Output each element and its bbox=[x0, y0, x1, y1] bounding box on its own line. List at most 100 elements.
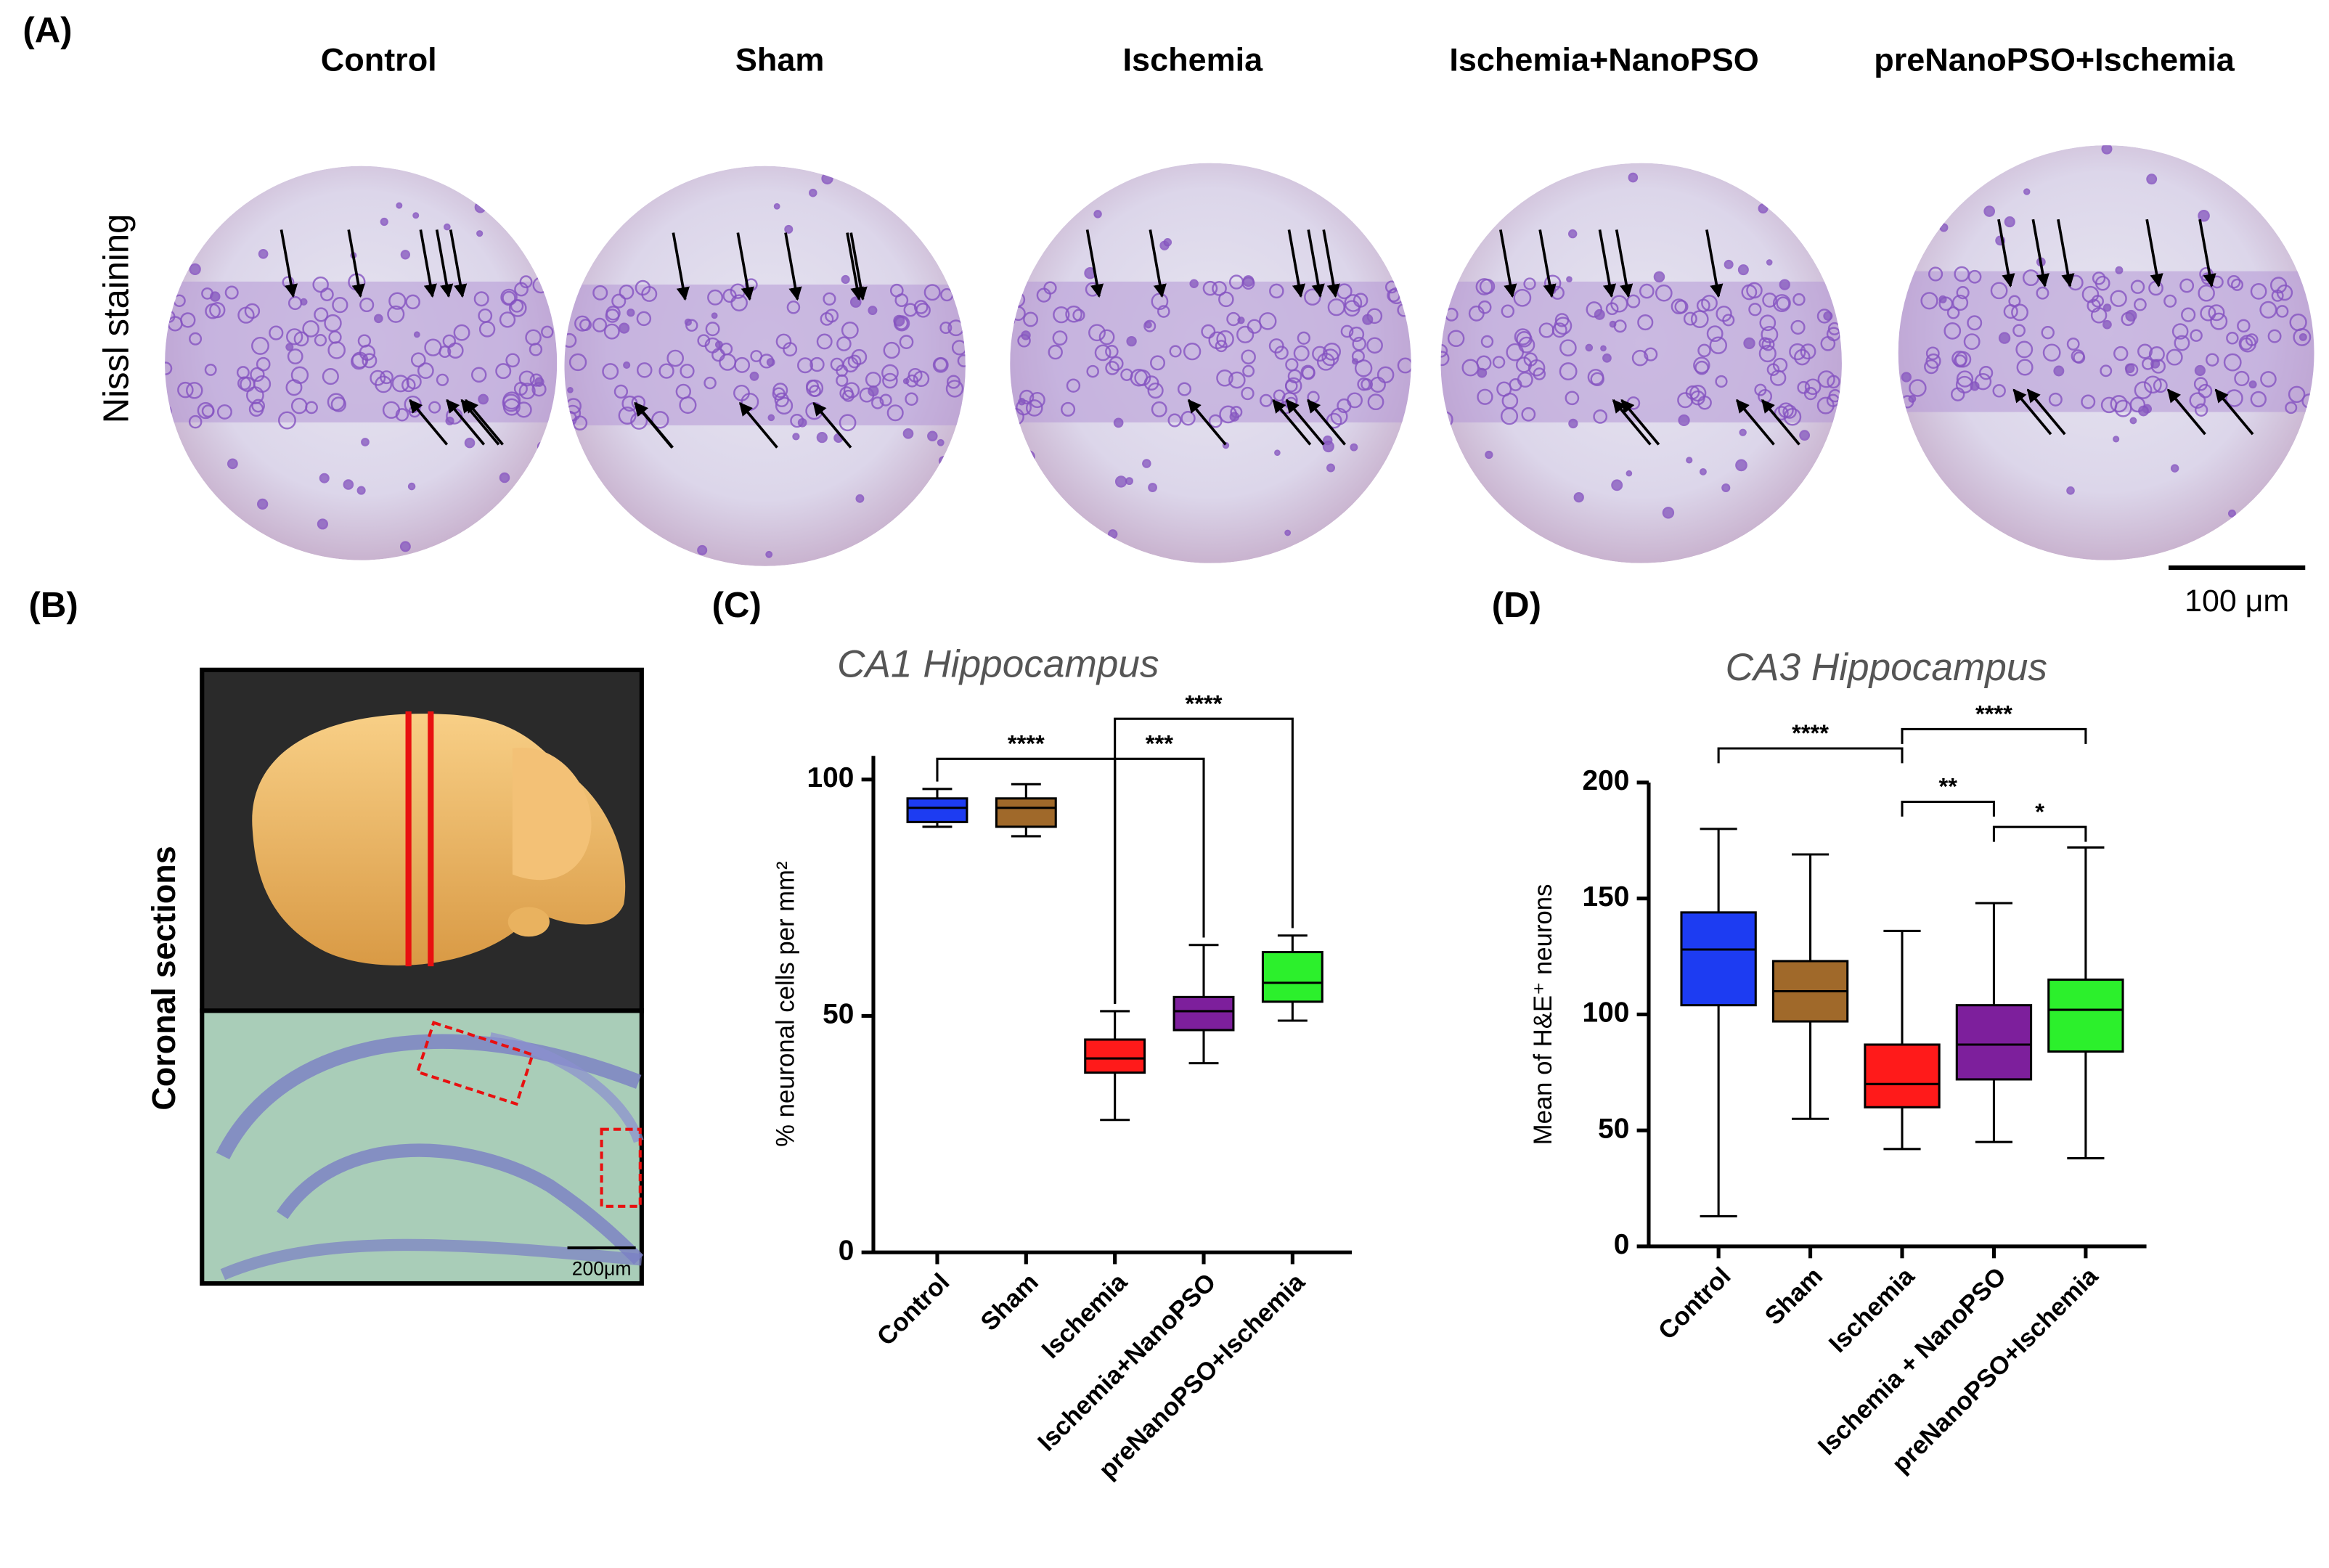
scale-label: 200μm bbox=[572, 1258, 632, 1280]
cell bbox=[519, 275, 533, 289]
cell bbox=[2143, 375, 2162, 394]
cell bbox=[1293, 345, 1310, 362]
x-tick-label: Ischemia bbox=[1037, 1268, 1133, 1364]
cell bbox=[1150, 355, 1166, 371]
cell bbox=[871, 396, 884, 409]
cell bbox=[1928, 266, 1943, 282]
cell bbox=[705, 322, 720, 337]
cell bbox=[951, 340, 966, 356]
cell bbox=[809, 356, 825, 372]
cell bbox=[439, 346, 452, 359]
cell bbox=[1929, 160, 1938, 168]
cell bbox=[517, 500, 525, 508]
arrow bbox=[446, 399, 486, 446]
arrow bbox=[1149, 229, 1167, 298]
cell-band bbox=[1440, 281, 1842, 422]
arrow bbox=[449, 229, 468, 298]
cell bbox=[842, 356, 859, 373]
cell bbox=[1258, 312, 1277, 330]
cell bbox=[1790, 319, 1806, 335]
cell bbox=[1130, 369, 1149, 387]
cell bbox=[1010, 317, 1016, 326]
cell bbox=[2101, 145, 2113, 155]
y-tick-label: 50 bbox=[1598, 1113, 1629, 1144]
arrow bbox=[1085, 229, 1104, 298]
cell bbox=[1804, 378, 1822, 396]
cell bbox=[2042, 343, 2061, 362]
cell bbox=[189, 332, 203, 346]
y-axis-label: % neuronal cells per mm² bbox=[772, 861, 799, 1146]
x-tick-label: Sham bbox=[1760, 1262, 1828, 1331]
cell bbox=[1699, 467, 1707, 475]
box bbox=[995, 797, 1057, 828]
significance-bracket bbox=[1992, 825, 2087, 842]
cell bbox=[1242, 364, 1255, 377]
cell bbox=[765, 550, 773, 558]
arrow bbox=[736, 232, 754, 301]
arrow bbox=[1735, 399, 1775, 446]
cell bbox=[1259, 393, 1273, 407]
cell bbox=[954, 244, 961, 250]
cell bbox=[1501, 304, 1515, 318]
cell bbox=[2170, 464, 2179, 473]
cell bbox=[564, 177, 573, 188]
cell bbox=[2146, 173, 2158, 185]
cell bbox=[1799, 430, 1811, 441]
panel-label: (C) bbox=[712, 586, 762, 625]
micrograph-content bbox=[165, 166, 558, 560]
cell bbox=[2015, 340, 2034, 359]
cell bbox=[568, 353, 587, 372]
cell bbox=[1938, 295, 1947, 303]
cell bbox=[1772, 357, 1788, 373]
cell bbox=[407, 482, 416, 491]
cell bbox=[1151, 401, 1167, 417]
cell bbox=[388, 292, 407, 310]
arrow bbox=[435, 229, 454, 298]
cell bbox=[2134, 381, 2153, 399]
cell bbox=[714, 340, 723, 349]
cell bbox=[1316, 352, 1335, 371]
cell bbox=[1800, 166, 1812, 178]
cell bbox=[547, 285, 558, 300]
arrow bbox=[738, 401, 778, 449]
box bbox=[1261, 950, 1323, 1003]
cell bbox=[1183, 343, 1202, 361]
cell bbox=[2081, 285, 2100, 303]
cell bbox=[905, 392, 918, 406]
arrow bbox=[2026, 388, 2066, 436]
cell bbox=[1361, 378, 1374, 391]
cell bbox=[847, 354, 862, 369]
cell bbox=[1921, 151, 1930, 160]
cell bbox=[1693, 356, 1710, 374]
cell bbox=[287, 348, 303, 364]
cell bbox=[2208, 304, 2225, 322]
cell bbox=[314, 334, 327, 347]
cell bbox=[251, 399, 266, 413]
cell bbox=[1777, 517, 1784, 525]
arrow bbox=[1598, 229, 1617, 298]
cell bbox=[823, 292, 836, 306]
cell bbox=[684, 318, 692, 326]
cell bbox=[1780, 184, 1788, 192]
cell bbox=[816, 333, 833, 350]
micrograph-content bbox=[1010, 163, 1411, 563]
cell bbox=[893, 314, 905, 327]
column-title: Control bbox=[321, 41, 437, 78]
cell bbox=[1956, 286, 1970, 300]
cell bbox=[1998, 332, 2011, 344]
cell bbox=[1724, 259, 1734, 269]
y-tick-label: 200 bbox=[1583, 765, 1630, 796]
cell bbox=[533, 539, 541, 546]
micrograph-content bbox=[564, 166, 966, 566]
cell bbox=[697, 544, 708, 555]
cell bbox=[839, 414, 857, 432]
box bbox=[1084, 1038, 1146, 1074]
cell bbox=[2163, 294, 2177, 308]
cell bbox=[1778, 402, 1794, 418]
cell bbox=[1762, 293, 1777, 308]
arrow bbox=[2057, 219, 2075, 287]
cell bbox=[1513, 288, 1532, 307]
y-tick-label: 0 bbox=[1614, 1229, 1630, 1260]
cell bbox=[1376, 366, 1395, 384]
cell bbox=[478, 321, 496, 338]
